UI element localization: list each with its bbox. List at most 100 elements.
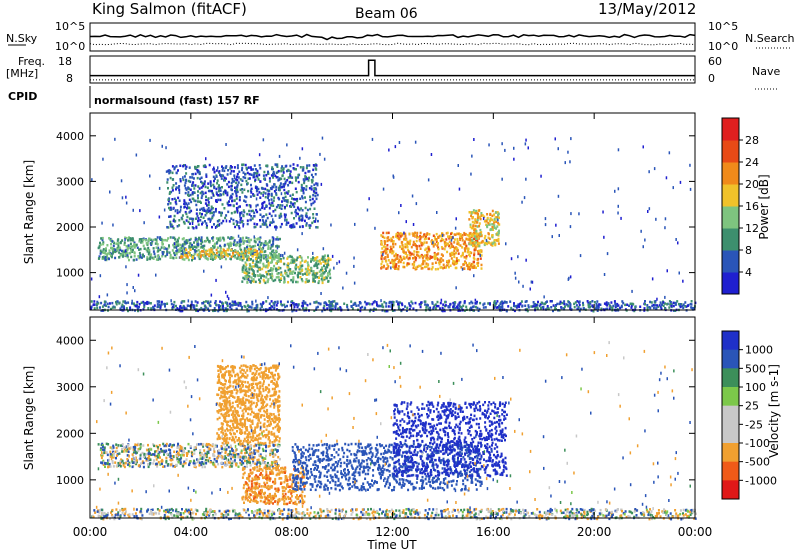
power-cell bbox=[166, 181, 169, 184]
power-speckle-cell bbox=[414, 140, 417, 144]
velocity-cell bbox=[111, 459, 114, 463]
power-cell bbox=[189, 242, 192, 245]
power-cell bbox=[241, 305, 243, 309]
power-cell bbox=[449, 246, 452, 250]
power-cell bbox=[269, 273, 272, 276]
power-cell bbox=[137, 255, 140, 258]
velocity-cell bbox=[227, 458, 230, 462]
power-cell bbox=[193, 257, 196, 260]
power-cell bbox=[426, 258, 429, 261]
power-cell bbox=[154, 238, 157, 241]
power-cell bbox=[286, 169, 288, 173]
power-cell bbox=[164, 238, 167, 242]
velocity-cell bbox=[153, 459, 155, 462]
velocity-cell bbox=[248, 452, 251, 456]
power-cell bbox=[383, 309, 386, 313]
velocity-cell bbox=[230, 457, 232, 461]
power-cell bbox=[326, 307, 329, 310]
power-cell bbox=[321, 266, 324, 269]
power-speckle-cell bbox=[603, 273, 606, 276]
power-cell bbox=[402, 308, 405, 311]
velocity-cell bbox=[267, 438, 270, 441]
power-cell bbox=[639, 305, 642, 308]
power-cell bbox=[400, 302, 403, 305]
power-cell bbox=[290, 258, 293, 262]
power-cell bbox=[452, 305, 455, 308]
velocity-cell bbox=[208, 447, 211, 451]
power-cell bbox=[312, 176, 315, 179]
velocity-cell bbox=[228, 461, 231, 464]
power-cell bbox=[286, 304, 288, 308]
power-cell bbox=[471, 233, 474, 236]
power-cell bbox=[242, 176, 245, 179]
power-cell bbox=[157, 249, 160, 253]
power-cell bbox=[219, 308, 222, 311]
power-cell bbox=[204, 256, 207, 260]
power-cell bbox=[227, 236, 230, 239]
power-speckle-cell bbox=[405, 220, 407, 224]
power-cell bbox=[229, 237, 232, 240]
power-cell bbox=[532, 301, 535, 304]
velocity-cell bbox=[134, 443, 137, 446]
velocity-cell bbox=[157, 448, 160, 452]
power-cell bbox=[234, 303, 237, 306]
power-cell bbox=[225, 253, 228, 257]
velocity-cell bbox=[273, 459, 276, 463]
power-cell bbox=[250, 191, 253, 194]
power-cell bbox=[435, 304, 438, 308]
power-cell bbox=[301, 196, 304, 200]
power-speckle-cell bbox=[217, 166, 219, 170]
power-cell bbox=[125, 236, 128, 240]
power-cell bbox=[178, 250, 181, 253]
velocity-cell bbox=[100, 461, 103, 464]
power-cell bbox=[387, 265, 390, 268]
velocity-cell bbox=[101, 442, 104, 446]
power-cell bbox=[279, 300, 282, 303]
power-cell bbox=[103, 303, 106, 306]
power-cell bbox=[498, 306, 501, 310]
power-cell bbox=[387, 259, 390, 262]
power-colorbar-cell bbox=[722, 118, 739, 141]
power-speckle-cell bbox=[569, 275, 572, 279]
power-cell bbox=[179, 309, 182, 313]
power-cell bbox=[206, 204, 208, 207]
power-cell bbox=[425, 247, 428, 250]
power-cell bbox=[126, 252, 129, 255]
power-cell bbox=[220, 253, 223, 256]
power-speckle-cell bbox=[91, 178, 93, 182]
power-cell bbox=[401, 247, 404, 251]
power-cell bbox=[437, 247, 440, 251]
power-cell bbox=[469, 225, 472, 229]
power-cell bbox=[308, 268, 311, 272]
power-cell bbox=[243, 249, 246, 252]
velocity-cell bbox=[264, 441, 267, 445]
power-cell bbox=[275, 268, 278, 272]
power-cell bbox=[211, 237, 214, 240]
power-cell bbox=[388, 249, 391, 252]
velocity-cell bbox=[249, 464, 252, 467]
power-cell bbox=[491, 244, 494, 247]
power-cell bbox=[215, 200, 218, 203]
power-cell bbox=[652, 303, 655, 307]
power-cell bbox=[201, 182, 204, 185]
power-cell bbox=[248, 213, 251, 216]
velocity-cell bbox=[277, 408, 280, 412]
power-cell bbox=[223, 309, 226, 313]
velocity-cell bbox=[245, 398, 248, 401]
power-speckle-cell bbox=[473, 274, 475, 278]
power-cell bbox=[484, 242, 487, 245]
velocity-cell bbox=[242, 396, 245, 400]
power-cell bbox=[187, 191, 190, 194]
noise-tick-top-right: 10^5 bbox=[708, 20, 738, 33]
power-cell bbox=[384, 246, 387, 249]
power-cell bbox=[254, 264, 257, 268]
power-cell bbox=[104, 258, 107, 262]
power-cell bbox=[458, 303, 461, 306]
velocity-cell bbox=[242, 461, 245, 465]
power-cell bbox=[343, 302, 346, 305]
power-cell bbox=[259, 219, 261, 222]
power-cell bbox=[200, 306, 203, 310]
power-cell bbox=[424, 300, 427, 303]
power-cell bbox=[412, 266, 415, 270]
power-cell bbox=[295, 309, 298, 312]
